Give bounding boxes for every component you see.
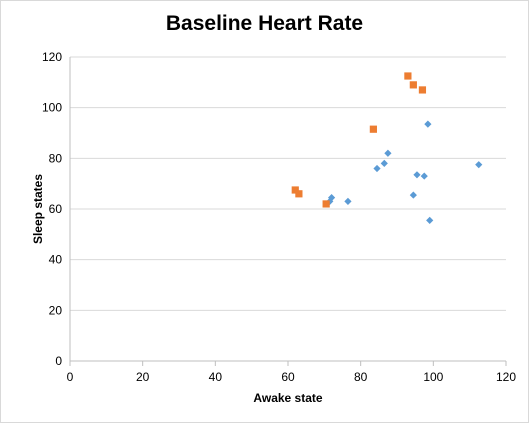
- square-point: [418, 86, 427, 94]
- square-point: [291, 186, 299, 194]
- diamond-point: [420, 172, 428, 180]
- diamond-point: [424, 120, 432, 128]
- square-point: [322, 200, 330, 208]
- square-point: [404, 72, 412, 80]
- x-tick-label: 40: [209, 370, 223, 384]
- x-tick-label: 80: [354, 370, 368, 384]
- y-tick-label: 80: [49, 151, 63, 165]
- square-point: [295, 190, 303, 198]
- square-point: [369, 125, 377, 133]
- x-tick-label: 60: [281, 370, 295, 384]
- diamond-point: [328, 194, 336, 202]
- diamond-point: [413, 171, 421, 179]
- y-tick-label: 0: [55, 354, 62, 368]
- square-point: [409, 81, 417, 89]
- y-axis-title: Sleep states: [31, 173, 45, 245]
- y-tick-label: 20: [49, 303, 63, 317]
- chart-title: Baseline Heart Rate: [165, 12, 364, 35]
- x-tick-label: 100: [423, 370, 443, 384]
- y-tick-label: 100: [42, 101, 62, 115]
- x-tick-label: 20: [136, 370, 150, 384]
- diamond-point: [380, 159, 388, 167]
- diamond-point: [384, 149, 392, 157]
- y-tick-label: 40: [49, 253, 63, 267]
- y-tick-label: 120: [42, 50, 62, 64]
- diamond-point: [344, 197, 352, 205]
- x-axis-title: Awake state: [253, 391, 323, 405]
- diamond-point: [475, 161, 483, 169]
- x-tick-label: 0: [67, 370, 74, 384]
- diamond-point: [426, 216, 434, 224]
- y-tick-label: 60: [49, 202, 63, 216]
- diamond-point: [373, 164, 381, 173]
- diamond-point: [409, 191, 417, 199]
- x-tick-label: 120: [496, 370, 516, 384]
